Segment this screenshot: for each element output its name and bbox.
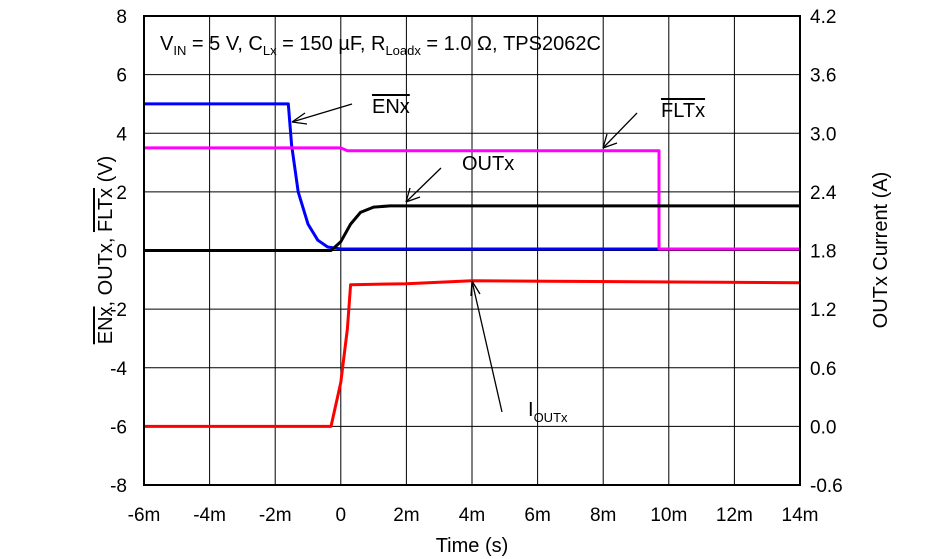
x-tick-label: 10m	[650, 505, 687, 526]
right-y-tick-labels: 4.2 3.6 3.0 2.4 1.8 1.2 0.6 0.0 -0.6	[810, 7, 843, 497]
conditions-annotation: VIN = 5 V, CLx = 150 µF, RLoadx = 1.0 Ω,…	[160, 33, 601, 58]
enx-callout-label: ENx	[372, 96, 410, 118]
x-tick-label: 4m	[459, 505, 485, 526]
callouts: ENx FLTx OUTx IOUTx	[291, 96, 705, 425]
right-y-tick-label: -0.6	[810, 476, 843, 497]
series-outx-line	[144, 204, 800, 252]
enx-callout-arrow	[291, 103, 353, 123]
x-tick-label: -6m	[128, 505, 161, 526]
x-axis-label: Time (s)	[436, 535, 509, 557]
right-y-tick-label: 3.0	[810, 124, 836, 145]
ioutx-callout-label: IOUTx	[528, 399, 568, 425]
right-y-axis-label: OUTx Current (A)	[870, 172, 892, 329]
fltx-callout-label: FLTx	[661, 100, 705, 122]
plot-frame	[143, 15, 801, 486]
fltx-callout-arrowhead	[602, 133, 618, 149]
left-y-axis-label: ENx, OUTx, FLTx (V)	[95, 156, 117, 345]
right-y-tick-label: 0.6	[810, 359, 836, 380]
x-tick-label: 6m	[524, 505, 550, 526]
left-y-tick-label: -2	[110, 300, 127, 321]
outx-callout-arrowhead	[405, 187, 421, 203]
x-tick-label: 14m	[782, 505, 819, 526]
ioutx-callout-arrow	[471, 280, 503, 413]
left-y-tick-label: -4	[110, 359, 127, 380]
left-y-tick-label: 6	[116, 66, 127, 87]
fltx-callout-arrow	[602, 112, 638, 149]
x-tick-label: -4m	[193, 505, 226, 526]
ylabel-fltx: FLTx	[95, 188, 117, 232]
left-y-tick-label: 4	[116, 124, 127, 145]
right-y-tick-label: 2.4	[810, 183, 837, 204]
enx-callout-arrowhead	[291, 112, 308, 125]
series-lines	[144, 102, 801, 428]
x-tick-label: 12m	[716, 505, 753, 526]
left-y-tick-label: 0	[116, 242, 127, 263]
ylabel-unit: (V)	[95, 156, 117, 188]
left-y-tick-label: 8	[116, 7, 127, 28]
left-y-tick-label: -8	[110, 476, 127, 497]
ylabel-sep: , OUTx,	[95, 232, 117, 306]
x-tick-labels: -6m -4m -2m 0 2m 4m 6m 8m 10m 12m 14m	[128, 505, 819, 526]
x-tick-label: -2m	[259, 505, 292, 526]
series-ioutx-line	[144, 279, 801, 428]
right-y-tick-label: 4.2	[810, 7, 836, 28]
left-y-tick-labels: 8 6 4 2 0 -2 -4 -6 -8	[110, 7, 127, 497]
x-tick-label: 2m	[393, 505, 419, 526]
right-y-tick-label: 1.8	[810, 242, 836, 263]
x-tick-label: 0	[336, 505, 347, 526]
series-fltx-line	[144, 146, 800, 251]
right-y-tick-label: 0.0	[810, 417, 836, 438]
outx-callout-label: OUTx	[462, 153, 514, 175]
series-enx-line	[144, 102, 800, 251]
x-tick-label: 8m	[590, 505, 616, 526]
outx-callout-arrow	[405, 167, 442, 203]
ioutx-callout-arrowhead	[470, 280, 481, 297]
right-y-tick-label: 3.6	[810, 66, 836, 87]
left-y-tick-label: 2	[116, 183, 127, 204]
ylabel-enx: ENx	[95, 306, 117, 344]
left-y-tick-label: -6	[110, 417, 127, 438]
right-y-tick-label: 1.2	[810, 300, 836, 321]
